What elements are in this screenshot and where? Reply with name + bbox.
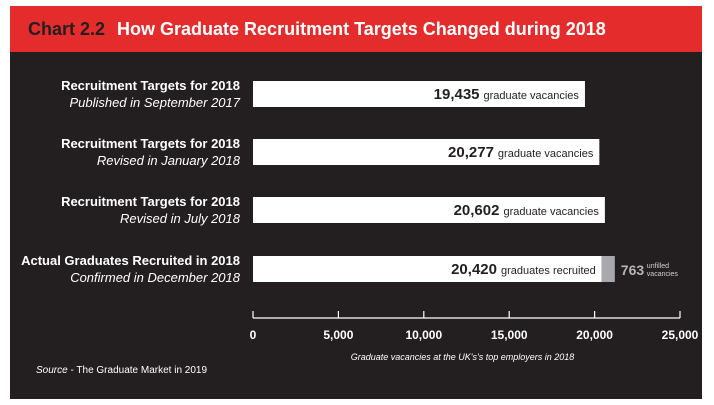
bar-unit-label: graduates recruited bbox=[501, 265, 596, 277]
bar bbox=[253, 256, 602, 282]
chart-panel: Chart 2.2 How Graduate Recruitment Targe… bbox=[10, 6, 702, 399]
source-note: Source - The Graduate Market in 2019 bbox=[36, 365, 207, 376]
chart-header: Chart 2.2 How Graduate Recruitment Targe… bbox=[10, 6, 702, 52]
unfilled-label-line1: unfilled bbox=[647, 263, 669, 270]
chart-number: Chart 2.2 bbox=[28, 18, 106, 39]
bar bbox=[253, 197, 605, 223]
category-subtitle: Confirmed in December 2018 bbox=[70, 270, 241, 285]
category-title: Actual Graduates Recruited in 2018 bbox=[21, 253, 240, 268]
x-tick-label: 25,000 bbox=[662, 328, 699, 342]
x-tick-label: 10,000 bbox=[405, 328, 442, 342]
bar-label: 19,435 graduate vacancies bbox=[434, 86, 580, 103]
unfilled-value: 763 bbox=[621, 262, 645, 278]
x-axis-title: Graduate vacancies at the UK's's top emp… bbox=[351, 352, 575, 362]
x-tick-label: 15,000 bbox=[491, 328, 528, 342]
bar-chart: Recruitment Targets for 2018 Published in… bbox=[21, 78, 699, 362]
bar bbox=[253, 81, 585, 107]
chart-title: How Graduate Recruitment Targets Changed… bbox=[117, 18, 606, 39]
category-subtitle: Revised in January 2018 bbox=[97, 153, 241, 168]
bar-label: 20,602 graduate vacancies bbox=[454, 202, 600, 219]
bar-value-label: 20,602 bbox=[454, 202, 500, 219]
x-tick-label: 0 bbox=[250, 328, 257, 342]
bar-unit-label: graduate vacancies bbox=[484, 90, 580, 102]
unfilled-label-line2: vacancies bbox=[647, 271, 679, 278]
bar bbox=[253, 139, 600, 165]
category-subtitle: Published in September 2017 bbox=[69, 95, 240, 110]
x-tick-label: 5,000 bbox=[323, 328, 353, 342]
source-text: - The Graduate Market in 2019 bbox=[67, 365, 208, 376]
category-title: Recruitment Targets for 2018 bbox=[61, 194, 240, 209]
bar-unit-label: graduate vacancies bbox=[503, 206, 599, 218]
bar-unit-label: graduate vacancies bbox=[498, 148, 594, 160]
bar-label: 20,420 graduates recruited bbox=[451, 261, 596, 278]
bar-label: 20,277 graduate vacancies bbox=[448, 144, 594, 161]
x-tick-label: 20,000 bbox=[576, 328, 613, 342]
bar-value-label: 20,277 bbox=[448, 144, 494, 161]
category-subtitle: Revised in July 2018 bbox=[120, 211, 241, 226]
bar-value-label: 19,435 bbox=[434, 86, 480, 103]
unfilled-bar bbox=[601, 256, 615, 282]
category-title: Recruitment Targets for 2018 bbox=[61, 136, 240, 151]
category-title: Recruitment Targets for 2018 bbox=[61, 78, 240, 93]
bar-value-label: 20,420 bbox=[451, 261, 497, 278]
source-label: Source bbox=[36, 365, 68, 376]
